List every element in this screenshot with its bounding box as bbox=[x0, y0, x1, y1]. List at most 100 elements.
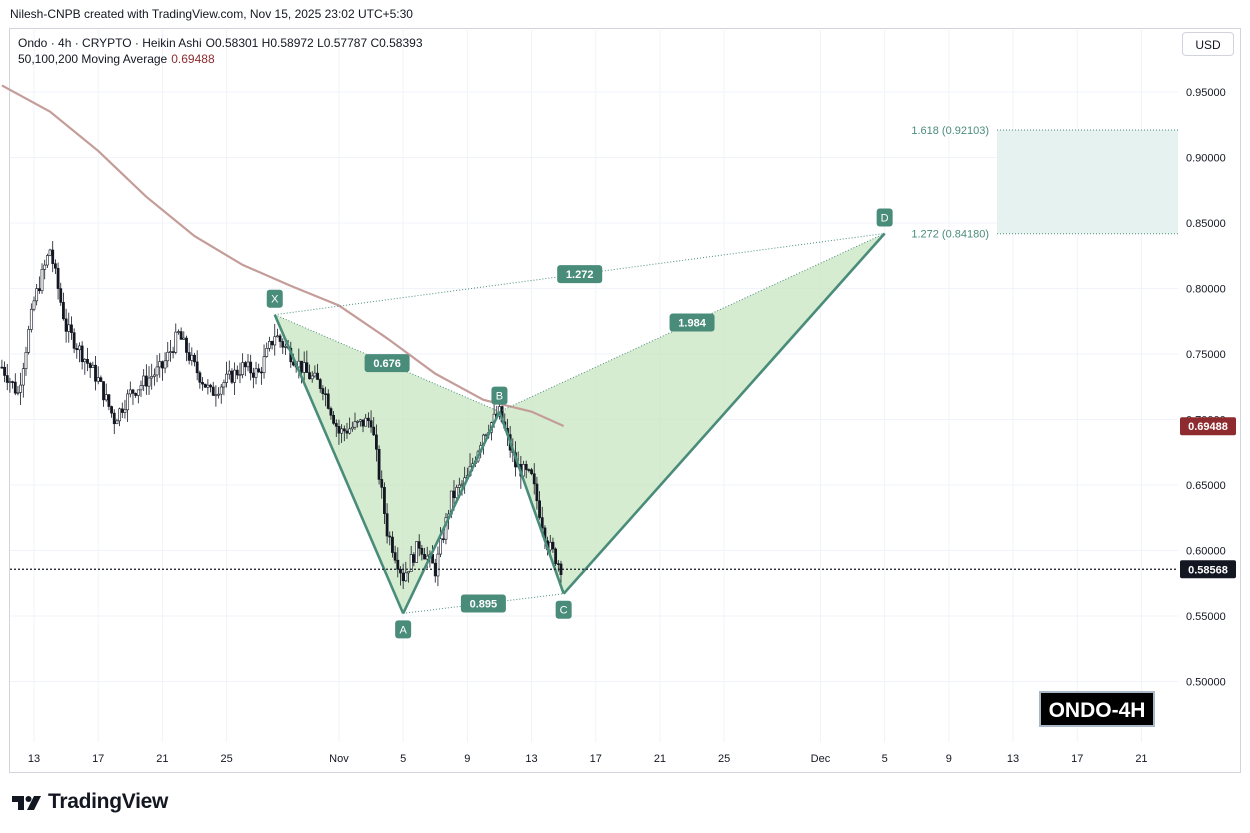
x-tick-label: 25 bbox=[220, 753, 232, 765]
candle-body bbox=[391, 536, 394, 553]
candle-body bbox=[190, 354, 194, 361]
legend-symbol-row: Ondo · 4h · CRYPTO · Heikin Ashi O0.58301… bbox=[18, 35, 423, 51]
candle-body bbox=[412, 554, 416, 563]
candle-body bbox=[169, 351, 172, 353]
candle-body bbox=[425, 555, 429, 560]
target-level-label: 1.272 (0.84180) bbox=[911, 229, 989, 241]
candle-body bbox=[78, 345, 81, 351]
candle-body bbox=[91, 364, 95, 368]
candle-body bbox=[150, 376, 154, 379]
price-axis[interactable]: 0.950000.900000.850000.800000.750000.700… bbox=[1180, 87, 1236, 689]
y-tick-label: 0.80000 bbox=[1186, 284, 1226, 296]
candle-body bbox=[139, 385, 143, 391]
pattern-leg-ab bbox=[401, 411, 501, 614]
candle-body bbox=[251, 372, 255, 378]
candle-body bbox=[276, 335, 279, 338]
candle-body bbox=[147, 377, 151, 387]
candle-body bbox=[32, 300, 36, 310]
candle-body bbox=[551, 541, 555, 550]
candle-body bbox=[163, 360, 167, 369]
candles bbox=[0, 241, 563, 590]
candle-body bbox=[67, 324, 71, 332]
candle-body bbox=[548, 541, 552, 551]
last-price-badge: 0.58568 bbox=[1188, 564, 1228, 576]
x-tick-label: 13 bbox=[28, 753, 40, 765]
pattern-point-bg bbox=[266, 289, 283, 308]
candle-body bbox=[321, 388, 325, 395]
y-tick-label: 0.60000 bbox=[1186, 546, 1226, 558]
candle-body bbox=[174, 331, 178, 353]
pattern-leg-bc bbox=[498, 411, 565, 595]
x-tick-label: 13 bbox=[1007, 753, 1019, 765]
candle-body bbox=[342, 428, 346, 432]
candle-body bbox=[198, 372, 202, 383]
tradingview-logo[interactable]: TradingView bbox=[12, 790, 168, 814]
candle-body bbox=[556, 563, 560, 565]
candle-body bbox=[118, 408, 122, 422]
candle-body bbox=[262, 356, 266, 374]
candle-body bbox=[13, 381, 17, 394]
candle-body bbox=[238, 374, 242, 376]
candle-body bbox=[193, 354, 196, 363]
candle-body bbox=[83, 358, 87, 363]
moving-average bbox=[1, 84, 565, 428]
target-zone: 1.618 (0.92103) 1.272 (0.84180) bbox=[911, 125, 1178, 241]
pattern-point-label: D bbox=[881, 212, 889, 224]
candle-body bbox=[527, 469, 531, 471]
candle-body bbox=[302, 362, 306, 373]
candle-body bbox=[313, 372, 317, 377]
candle-body bbox=[158, 361, 162, 368]
candle-body bbox=[420, 547, 424, 555]
pattern-point-bg bbox=[555, 600, 572, 619]
candle-body bbox=[441, 538, 445, 541]
candle-body bbox=[439, 538, 443, 555]
candle-body bbox=[337, 426, 341, 434]
candle-body bbox=[40, 269, 44, 292]
candle-body bbox=[457, 484, 461, 488]
candle-body bbox=[230, 370, 234, 383]
candle-body bbox=[393, 552, 397, 561]
pattern-point-label: X bbox=[271, 294, 279, 306]
pattern-leg-cd bbox=[562, 232, 886, 595]
currency-button[interactable]: USD bbox=[1182, 32, 1234, 56]
time-axis[interactable]: 13 17 21 25 Nov 5 9 13 17 21 25 Dec 5 9 13 17 21 bbox=[28, 753, 1148, 765]
candle-body bbox=[19, 384, 23, 393]
candle-body bbox=[123, 409, 127, 413]
candle-body bbox=[102, 381, 105, 401]
candle-body bbox=[51, 249, 55, 264]
candle-body bbox=[281, 341, 285, 348]
x-tick-label: 25 bbox=[718, 753, 730, 765]
candle-body bbox=[112, 412, 116, 425]
candle-body bbox=[243, 362, 247, 368]
x-tick-label: 13 bbox=[525, 753, 537, 765]
x-tick-label: 5 bbox=[882, 753, 888, 765]
candle-body bbox=[401, 572, 405, 582]
candle-body bbox=[206, 384, 210, 388]
candle-body bbox=[171, 351, 175, 353]
candle-body bbox=[455, 487, 459, 499]
legend-ma-label: 50,100,200 Moving Average bbox=[18, 52, 168, 66]
last-price-badge-bg bbox=[1180, 560, 1236, 579]
candle-body bbox=[155, 366, 159, 376]
candle-body bbox=[316, 372, 319, 380]
candle-body bbox=[366, 417, 370, 421]
candle-body bbox=[126, 393, 130, 411]
candle-body bbox=[86, 358, 89, 364]
candle-body bbox=[377, 448, 381, 480]
candle-body bbox=[152, 374, 156, 377]
chart-legend: Ondo · 4h · CRYPTO · Heikin Ashi O0.58301… bbox=[18, 35, 423, 67]
ratio-label: 0.676 bbox=[373, 358, 401, 370]
candle-body bbox=[348, 428, 352, 434]
candle-body bbox=[219, 386, 223, 395]
candle-body bbox=[177, 331, 180, 333]
candle-body bbox=[409, 554, 413, 572]
candle-body bbox=[37, 288, 41, 292]
candle-body bbox=[43, 264, 47, 270]
candle-body bbox=[278, 335, 282, 342]
ratio-label-bg bbox=[557, 265, 603, 284]
candle-body bbox=[144, 375, 148, 387]
candle-body bbox=[358, 419, 362, 422]
candle-body bbox=[369, 420, 373, 428]
ratio-label-bg bbox=[460, 594, 506, 613]
